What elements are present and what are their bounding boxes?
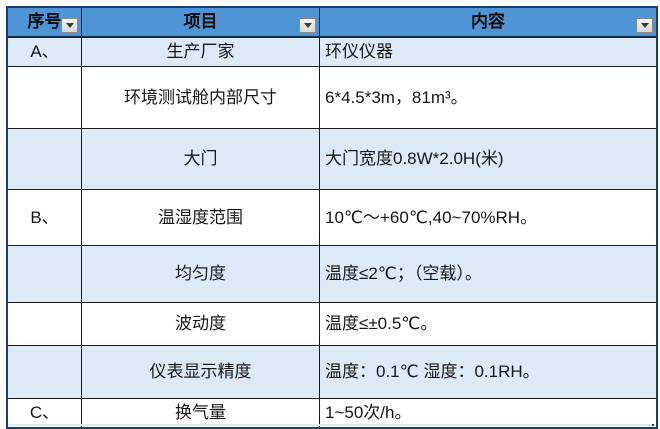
cell-serial[interactable] [8, 246, 82, 302]
table-row-fluctuation: 波动度 温度≤±0.5℃。 [8, 303, 656, 346]
cell-item[interactable]: 生产厂家 [82, 38, 320, 66]
table-row-manufacturer: A、 生产厂家 环仪仪器 [8, 38, 656, 67]
cell-item[interactable]: 波动度 [82, 303, 320, 345]
cell-item[interactable]: 换气量 [82, 399, 320, 427]
cell-content[interactable]: 大门宽度0.8W*2.0H(米) [325, 149, 504, 169]
table-row-uniformity: 均匀度 温度≤2℃；（空载）。 [8, 246, 656, 303]
cell-serial[interactable] [8, 129, 82, 189]
cell-serial[interactable] [8, 67, 82, 128]
cell-content[interactable]: 温度：0.1℃ 湿度：0.1RH。 [325, 362, 540, 382]
cell-content[interactable]: 6*4.5*3m，81m³。 [325, 87, 468, 107]
cell-content[interactable]: 1~50次/h。 [325, 403, 412, 423]
chevron-down-icon [640, 23, 649, 28]
header-cell-item[interactable]: 项目 [82, 8, 320, 36]
table-row-display-precision: 仪表显示精度 温度：0.1℃ 湿度：0.1RH。 [8, 346, 656, 399]
cell-content[interactable]: 10℃～+60℃,40~70%RH。 [325, 207, 538, 227]
header-label-item: 项目 [183, 12, 218, 32]
cell-serial[interactable]: C、 [8, 399, 82, 427]
header-label-content: 内容 [471, 12, 505, 32]
filter-dropdown-button-content[interactable] [636, 18, 653, 33]
cell-item[interactable]: 仪表显示精度 [82, 346, 320, 398]
cell-serial[interactable] [8, 303, 82, 345]
spec-table: 序号 项目 内容 A、 生产厂家 环仪仪器 [6, 6, 658, 429]
cell-item[interactable]: 温湿度范围 [82, 190, 320, 245]
header-label-serial: 序号 [27, 12, 62, 32]
cell-serial[interactable] [8, 346, 82, 398]
cell-serial[interactable]: A、 [8, 38, 82, 66]
filter-dropdown-button-item[interactable] [299, 18, 316, 33]
cell-content[interactable]: 环仪仪器 [325, 42, 393, 62]
table-row-air-change: C、 换气量 1~50次/h。 [8, 399, 656, 427]
table-header-row: 序号 项目 内容 [8, 8, 656, 38]
partial-next-row [6, 424, 654, 426]
cell-item[interactable]: 大门 [82, 129, 320, 189]
cell-content[interactable]: 温度≤±0.5℃。 [325, 314, 438, 334]
chevron-down-icon [65, 23, 74, 28]
table-row-chamber-size: 环境测试舱内部尺寸 6*4.5*3m，81m³。 [8, 67, 656, 129]
chevron-down-icon [303, 23, 312, 28]
filter-dropdown-button-serial[interactable] [61, 18, 78, 33]
cell-item[interactable]: 均匀度 [82, 246, 320, 302]
cell-item[interactable]: 环境测试舱内部尺寸 [82, 67, 320, 128]
header-cell-serial[interactable]: 序号 [8, 8, 82, 36]
table-row-door: 大门 大门宽度0.8W*2.0H(米) [8, 129, 656, 190]
header-cell-content[interactable]: 内容 [320, 8, 656, 36]
cell-content[interactable]: 温度≤2℃；（空载）。 [325, 264, 482, 284]
cell-serial[interactable]: B、 [8, 190, 82, 245]
table-row-temp-humidity-range: B、 温湿度范围 10℃～+60℃,40~70%RH。 [8, 190, 656, 246]
